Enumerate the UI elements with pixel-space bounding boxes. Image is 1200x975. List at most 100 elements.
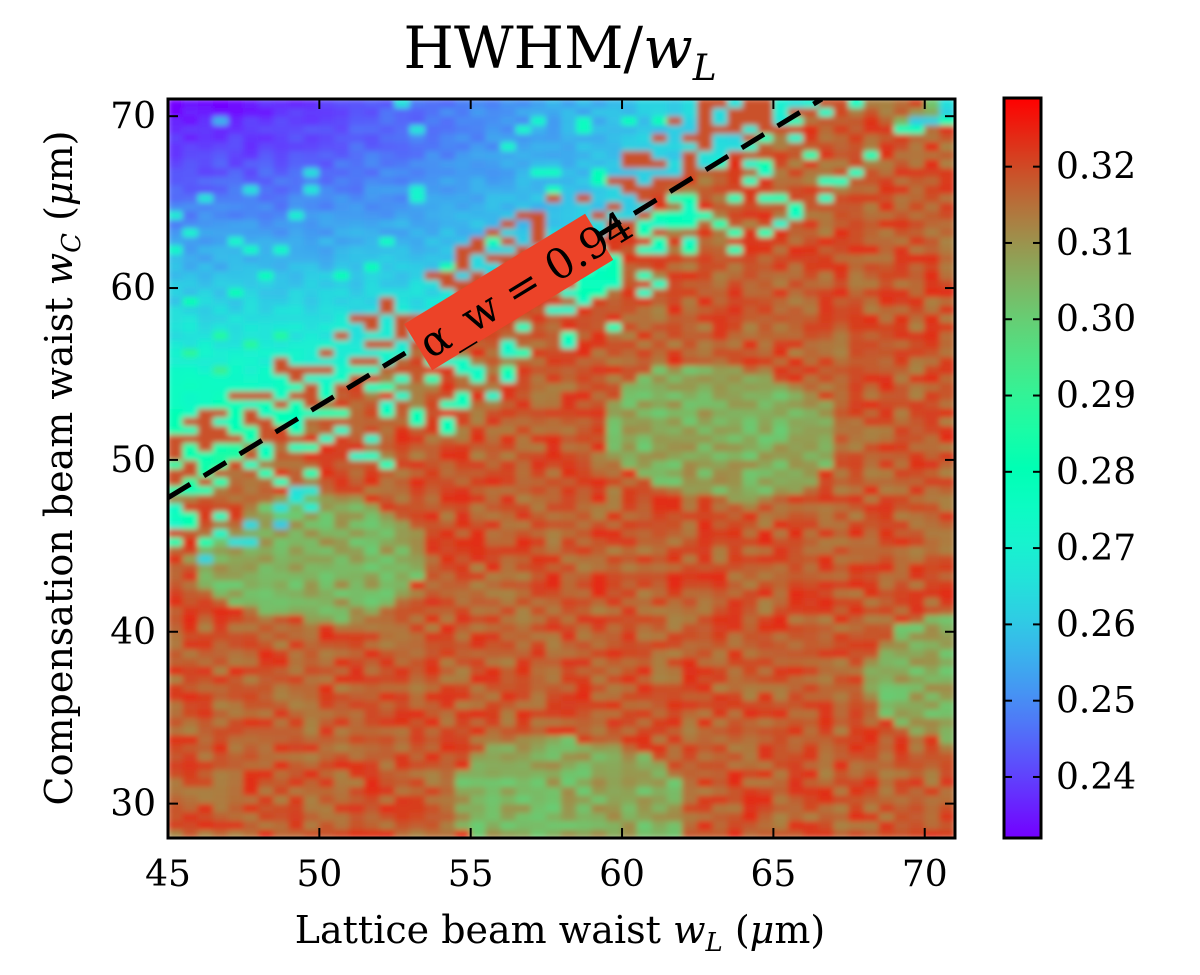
heatmap-cell — [788, 553, 805, 564]
heatmap-cell — [757, 691, 774, 702]
heatmap-cell — [500, 356, 517, 366]
heatmap-cell — [424, 390, 441, 401]
heatmap-cell — [803, 811, 820, 822]
heatmap-cell — [409, 700, 426, 710]
heatmap-cell — [182, 459, 199, 469]
heatmap-cell — [228, 296, 245, 306]
heatmap-cell — [258, 485, 275, 495]
heatmap-cell — [727, 373, 744, 384]
heatmap-cell — [485, 244, 502, 255]
heatmap-cell — [439, 502, 457, 512]
heatmap-cell — [939, 253, 955, 263]
heatmap-cell — [424, 545, 441, 555]
heatmap-cell — [863, 321, 880, 332]
heatmap-cell — [742, 760, 759, 770]
heatmap-cell — [197, 631, 214, 641]
heatmap-cell — [409, 356, 426, 366]
heatmap-cell — [515, 631, 532, 641]
heatmap-cell — [485, 553, 502, 564]
heatmap-cell — [349, 803, 366, 813]
heatmap-cell — [455, 485, 472, 495]
heatmap-cell — [182, 657, 199, 667]
heatmap-cell — [803, 519, 820, 530]
heatmap-cell — [924, 261, 941, 272]
heatmap-cell — [727, 682, 744, 693]
heatmap-cell — [727, 725, 744, 736]
x-tick-label: 45 — [145, 854, 191, 895]
heatmap-cell — [666, 631, 684, 641]
heatmap-cell — [168, 321, 184, 332]
heatmap-cell — [288, 296, 305, 306]
heatmap-cell — [636, 811, 653, 822]
heatmap-cell — [893, 167, 911, 177]
heatmap-cell — [818, 485, 835, 495]
heatmap-cell — [712, 339, 729, 349]
heatmap-cell — [500, 691, 517, 702]
heatmap-cell — [833, 442, 850, 452]
heatmap-cell — [576, 734, 593, 744]
heatmap-cell — [318, 519, 335, 530]
heatmap-cell — [697, 124, 714, 134]
heatmap-cell — [455, 820, 472, 830]
heatmap-cell — [924, 725, 941, 736]
heatmap-cell — [439, 407, 457, 418]
heatmap-cell — [651, 571, 668, 581]
heatmap-cell — [168, 717, 184, 727]
heatmap-cell — [364, 459, 381, 469]
heatmap-cell — [288, 141, 305, 152]
heatmap-cell — [757, 657, 774, 667]
heatmap-cell — [591, 313, 608, 323]
heatmap-cell — [924, 828, 941, 838]
heatmap-cell — [470, 571, 487, 581]
heatmap-cell — [485, 158, 502, 169]
heatmap-cell — [863, 442, 880, 452]
heatmap-cell — [803, 717, 820, 727]
heatmap-cell — [258, 562, 275, 573]
heatmap-cell — [712, 803, 729, 813]
heatmap-cell — [530, 407, 547, 418]
heatmap-cell — [803, 571, 820, 581]
heatmap-cell — [576, 519, 593, 530]
heatmap-cell — [909, 175, 926, 186]
heatmap-cell — [364, 691, 381, 702]
heatmap-cell — [848, 631, 865, 641]
heatmap-cell — [273, 382, 290, 392]
heatmap-cell — [621, 261, 638, 272]
heatmap-cell — [394, 622, 411, 633]
heatmap-cell — [333, 459, 351, 469]
heatmap-cell — [424, 631, 441, 641]
heatmap-cell — [757, 459, 774, 469]
heatmap-cell — [591, 803, 608, 813]
heatmap-cell — [228, 571, 245, 581]
heatmap-cell — [651, 330, 668, 341]
heatmap-cell — [303, 639, 320, 650]
heatmap-cell — [349, 631, 366, 641]
heatmap-cell — [409, 175, 426, 186]
heatmap-cell — [212, 631, 230, 641]
heatmap-cell — [939, 605, 955, 616]
heatmap-cell — [212, 364, 230, 375]
heatmap-cell — [893, 261, 911, 272]
heatmap-cell — [288, 820, 305, 830]
heatmap-cell — [485, 141, 502, 152]
x-axis-label: Lattice beam waist wL (μm) — [295, 908, 825, 958]
heatmap-cell — [364, 313, 381, 323]
heatmap-cell — [727, 639, 744, 650]
heatmap-cell — [318, 700, 335, 710]
heatmap-cell — [424, 665, 441, 676]
heatmap-cell — [909, 674, 926, 684]
heatmap-cell — [772, 657, 790, 667]
heatmap-cell — [228, 99, 245, 109]
heatmap-cell — [394, 459, 411, 469]
heatmap-cell — [788, 390, 805, 401]
heatmap-cell — [742, 210, 759, 220]
heatmap-cell — [168, 193, 184, 203]
heatmap-cell — [636, 700, 653, 710]
heatmap-cell — [591, 476, 608, 487]
heatmap-cell — [500, 364, 517, 375]
heatmap-cell — [318, 99, 335, 109]
heatmap-cell — [803, 99, 820, 109]
heatmap-cell — [621, 553, 638, 564]
heatmap-cell — [168, 330, 184, 341]
heatmap-cell — [168, 708, 184, 719]
